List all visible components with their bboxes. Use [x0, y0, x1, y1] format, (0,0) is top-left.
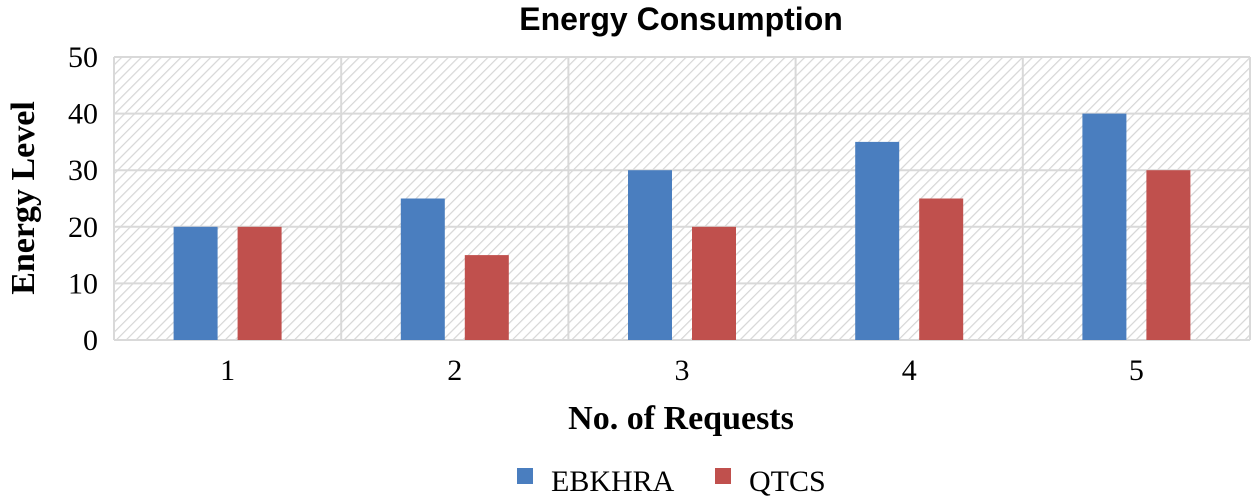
- y-tick-label: 50: [68, 41, 98, 74]
- x-tick-label: 4: [902, 354, 917, 387]
- x-tick-label: 5: [1129, 354, 1144, 387]
- bar-qtcs-3: [692, 226, 736, 340]
- y-tick-label: 0: [83, 324, 98, 357]
- legend-label-ebkhra: EBKHRA: [551, 465, 675, 498]
- bar-ebkhra-5: [1082, 113, 1127, 340]
- legend-label-qtcs: QTCS: [749, 465, 826, 498]
- gridlines: [113, 56, 1251, 341]
- y-tick-labels: 0 10 20 30 40 50: [68, 41, 98, 357]
- legend-swatch-qtcs: [715, 468, 731, 484]
- chart-title: Energy Consumption: [519, 1, 843, 37]
- plot-area: [114, 57, 1250, 340]
- x-tick-label: 2: [447, 354, 462, 387]
- y-tick-label: 20: [68, 211, 98, 244]
- bar-qtcs-1: [237, 226, 282, 340]
- bar-qtcs-4: [919, 198, 964, 340]
- y-tick-label: 40: [68, 98, 98, 131]
- legend-swatch-ebkhra: [517, 468, 533, 484]
- bar-ebkhra-1: [173, 226, 218, 340]
- bar-ebkhra-4: [855, 141, 900, 340]
- x-axis-title: No. of Requests: [568, 400, 794, 437]
- y-tick-label: 30: [68, 154, 98, 187]
- x-tick-labels: 1 2 3 4 5: [220, 354, 1144, 387]
- x-tick-label: 1: [220, 354, 235, 387]
- x-tick-label: 3: [675, 354, 690, 387]
- bar-qtcs-2: [464, 255, 509, 340]
- legend: EBKHRA QTCS: [517, 465, 826, 498]
- y-tick-label: 10: [68, 267, 98, 300]
- bar-ebkhra-2: [400, 198, 445, 340]
- bar-ebkhra-3: [628, 170, 672, 340]
- bars: [173, 113, 1191, 340]
- y-axis-title: Energy Level: [5, 101, 42, 295]
- bar-qtcs-5: [1146, 170, 1191, 340]
